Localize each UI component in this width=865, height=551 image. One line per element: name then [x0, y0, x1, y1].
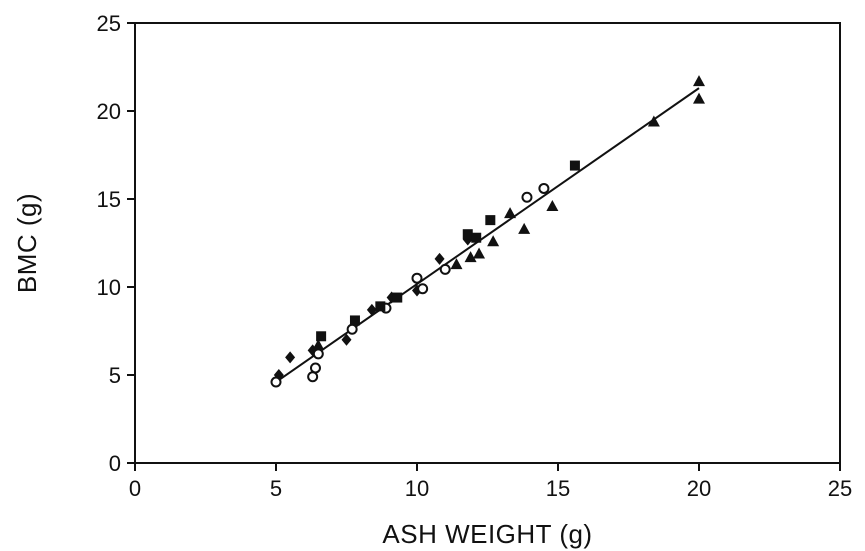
triangle-point	[312, 339, 325, 351]
regression-line-group	[275, 87, 700, 383]
y-axis-title: BMC (g)	[12, 193, 42, 293]
open-circle-point	[538, 182, 550, 194]
y-tick-label: 20	[97, 99, 121, 124]
diamond-point	[366, 303, 377, 316]
data-points	[270, 75, 705, 388]
square-point	[349, 315, 360, 326]
y-tick-label: 5	[109, 363, 121, 388]
square-point	[316, 331, 327, 342]
open-circle-point	[270, 376, 282, 388]
triangle-point	[473, 247, 486, 259]
x-tick-label: 15	[546, 476, 570, 501]
square-point	[462, 229, 473, 240]
diamond-point	[341, 333, 352, 346]
open-circle-point	[307, 371, 319, 383]
open-circle-point	[312, 348, 324, 360]
square-point	[471, 232, 482, 243]
plot-frame	[134, 22, 841, 464]
square-point	[392, 292, 403, 303]
regression-line	[275, 87, 700, 383]
open-circle-point	[346, 323, 358, 335]
x-tick-label: 0	[129, 476, 141, 501]
open-circle-point	[309, 362, 321, 374]
diamond-point	[434, 252, 445, 265]
x-tick-label: 20	[687, 476, 711, 501]
x-axis-title: ASH WEIGHT (g)	[382, 519, 592, 549]
x-tick-label: 5	[270, 476, 282, 501]
y-tick-label: 25	[97, 11, 121, 36]
y-tick-label: 0	[109, 451, 121, 476]
triangle-point	[450, 258, 463, 270]
y-tick-label: 10	[97, 275, 121, 300]
open-circle-point	[411, 272, 423, 284]
axis-ticks	[127, 22, 841, 471]
triangle-point	[518, 222, 531, 234]
y-tick-label: 15	[97, 187, 121, 212]
triangle-point	[546, 200, 559, 212]
triangle-point	[504, 207, 517, 219]
plot-area	[134, 22, 841, 464]
triangle-point	[464, 251, 477, 263]
diamond-point	[285, 351, 296, 364]
open-circle-point	[521, 191, 533, 203]
open-circle-point	[439, 263, 451, 275]
square-point	[375, 301, 386, 312]
tick-labels: 0 5 10 15 20 25 0 5 10 15 20 25	[97, 11, 853, 501]
x-tick-label: 10	[405, 476, 429, 501]
open-circle-point	[417, 283, 429, 295]
square-point	[485, 215, 496, 226]
triangle-point	[647, 115, 660, 127]
triangle-point	[693, 92, 705, 104]
square-point	[569, 160, 580, 171]
x-tick-label: 25	[828, 476, 852, 501]
triangle-point	[693, 75, 705, 87]
triangle-point	[487, 235, 500, 247]
